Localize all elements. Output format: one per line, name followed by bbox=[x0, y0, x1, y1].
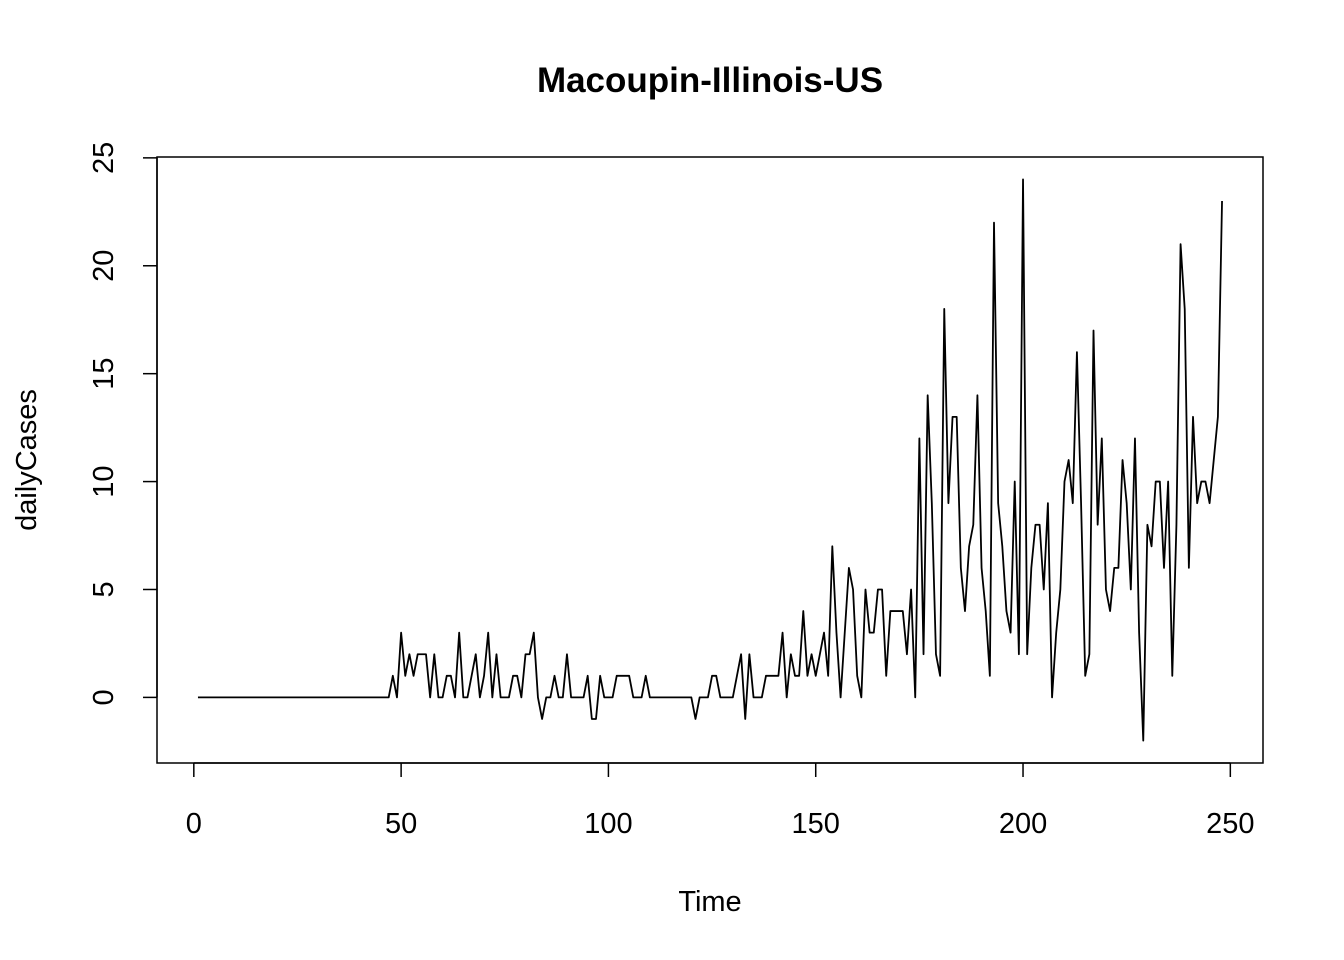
x-tick-label: 150 bbox=[792, 808, 840, 840]
y-tick-label: 5 bbox=[88, 581, 120, 597]
y-tick-label: 25 bbox=[88, 142, 120, 174]
y-tick-label: 20 bbox=[88, 250, 120, 282]
chart-title: Macoupin-Illinois-US bbox=[537, 61, 883, 100]
x-tick-label: 100 bbox=[584, 808, 632, 840]
y-tick-label: 15 bbox=[88, 358, 120, 390]
x-tick-label: 250 bbox=[1206, 808, 1254, 840]
x-tick-label: 0 bbox=[186, 808, 202, 840]
y-tick-label: 10 bbox=[88, 465, 120, 497]
y-tick-label: 0 bbox=[88, 689, 120, 705]
x-tick-label: 200 bbox=[999, 808, 1047, 840]
x-tick-label: 50 bbox=[385, 808, 417, 840]
data-line bbox=[197, 178, 1223, 742]
y-axis-label: dailyCases bbox=[11, 389, 43, 531]
x-axis-label: Time bbox=[678, 886, 741, 918]
